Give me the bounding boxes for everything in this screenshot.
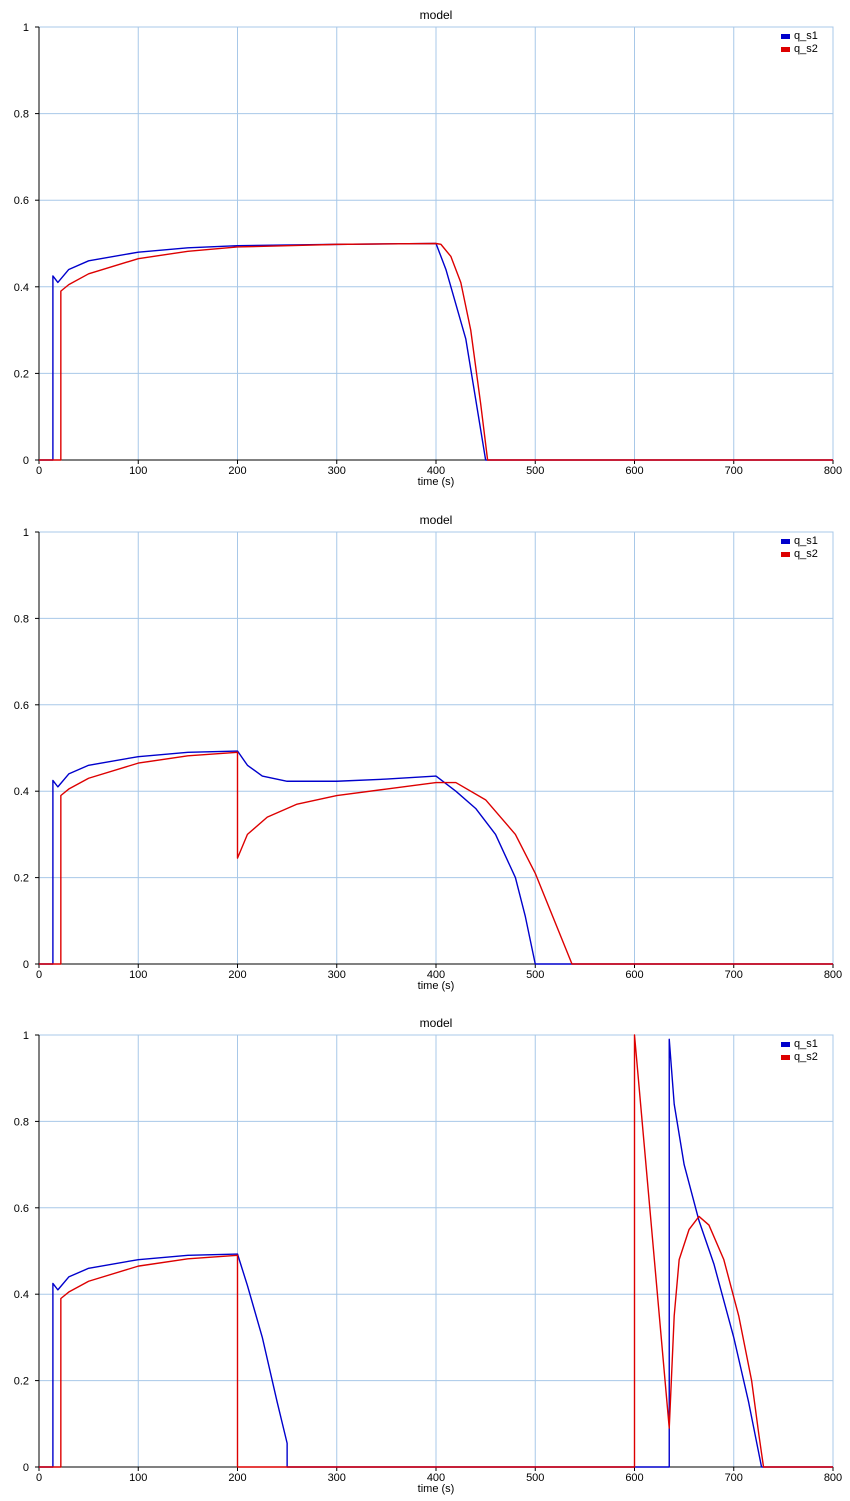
- x-tick-label: 500: [526, 465, 544, 477]
- series-line-q-s1: [39, 750, 833, 965]
- x-tick-label: 300: [328, 1472, 346, 1484]
- x-axis-label: time (s): [418, 1483, 455, 1495]
- x-tick-label: 500: [526, 1472, 544, 1484]
- y-tick-label: 0.6: [14, 195, 29, 207]
- x-tick-label: 0: [36, 1472, 42, 1484]
- series-line-q-s1: [39, 1038, 833, 1468]
- x-tick-label: 400: [427, 969, 445, 981]
- x-tick-label: 100: [129, 465, 147, 477]
- x-tick-label: 200: [228, 1472, 246, 1484]
- x-tick-label: 400: [427, 465, 445, 477]
- y-tick-label: 0.2: [14, 873, 29, 885]
- x-tick-label: 500: [526, 969, 544, 981]
- legend-swatch-q-s1: [781, 539, 790, 544]
- y-tick-label: 0.4: [14, 282, 29, 294]
- legend-swatch-q-s1: [781, 1042, 790, 1047]
- y-tick-label: 0.8: [14, 109, 29, 121]
- x-tick-label: 700: [725, 1472, 743, 1484]
- legend-label-q-s2: q_s2: [794, 1051, 818, 1063]
- x-axis-label: time (s): [418, 980, 455, 992]
- legend-label-q-s1: q_s1: [794, 1038, 818, 1050]
- legend-label-q-s1: q_s1: [794, 30, 818, 42]
- x-tick-label: 800: [824, 465, 842, 477]
- y-tick-label: 0: [23, 1462, 29, 1474]
- x-tick-label: 800: [824, 1472, 842, 1484]
- legend-swatch-q-s2: [781, 552, 790, 557]
- x-tick-label: 800: [824, 969, 842, 981]
- y-tick-label: 1: [23, 22, 29, 34]
- legend-label-q-s2: q_s2: [794, 43, 818, 55]
- x-tick-label: 200: [228, 465, 246, 477]
- y-tick-label: 1: [23, 527, 29, 539]
- chart-panel-3: model 0 100 200 300 400 500 600 700 800 0 0.2 0.4 0.6…: [14, 1016, 842, 1495]
- series-line-q-s1: [39, 242, 833, 461]
- x-tick-label: 700: [725, 969, 743, 981]
- legend-label-q-s2: q_s2: [794, 548, 818, 560]
- y-tick-label: 0.2: [14, 1376, 29, 1388]
- chart-title: model: [420, 513, 453, 527]
- legend-swatch-q-s2: [781, 47, 790, 52]
- x-tick-label: 600: [625, 1472, 643, 1484]
- y-tick-label: 1: [23, 1030, 29, 1042]
- chart-title: model: [420, 8, 453, 22]
- y-tick-label: 0: [23, 959, 29, 971]
- x-tick-label: 0: [36, 465, 42, 477]
- x-tick-label: 0: [36, 969, 42, 981]
- series-line-q-s2: [39, 1034, 833, 1468]
- legend-label-q-s1: q_s1: [794, 535, 818, 547]
- series-line-q-s2: [39, 242, 833, 461]
- y-tick-label: 0.8: [14, 613, 29, 625]
- legend-swatch-q-s1: [781, 34, 790, 39]
- x-tick-label: 400: [427, 1472, 445, 1484]
- series-line-q-s2: [39, 751, 833, 965]
- x-tick-label: 100: [129, 969, 147, 981]
- chart-panel-2: model 0 100 200 300 400 500 600 700 800 0 0.2 0.4 0.6…: [14, 513, 842, 992]
- y-tick-label: 0: [23, 455, 29, 467]
- y-tick-label: 0.4: [14, 1289, 29, 1301]
- y-tick-label: 0.6: [14, 1203, 29, 1215]
- x-tick-label: 700: [725, 465, 743, 477]
- chart-panel-1: model 0 100 200 300 400 500 600 700 800 0 0.2 0.4 0.6…: [14, 8, 842, 488]
- legend-swatch-q-s2: [781, 1055, 790, 1060]
- x-tick-label: 100: [129, 1472, 147, 1484]
- y-tick-label: 0.8: [14, 1116, 29, 1128]
- chart-title: model: [420, 1016, 453, 1030]
- x-tick-label: 300: [328, 969, 346, 981]
- x-axis-label: time (s): [418, 476, 455, 488]
- x-tick-label: 200: [228, 969, 246, 981]
- x-tick-label: 600: [625, 465, 643, 477]
- x-tick-label: 300: [328, 465, 346, 477]
- y-tick-label: 0.2: [14, 368, 29, 380]
- y-tick-label: 0.6: [14, 700, 29, 712]
- x-tick-label: 600: [625, 969, 643, 981]
- y-tick-label: 0.4: [14, 786, 29, 798]
